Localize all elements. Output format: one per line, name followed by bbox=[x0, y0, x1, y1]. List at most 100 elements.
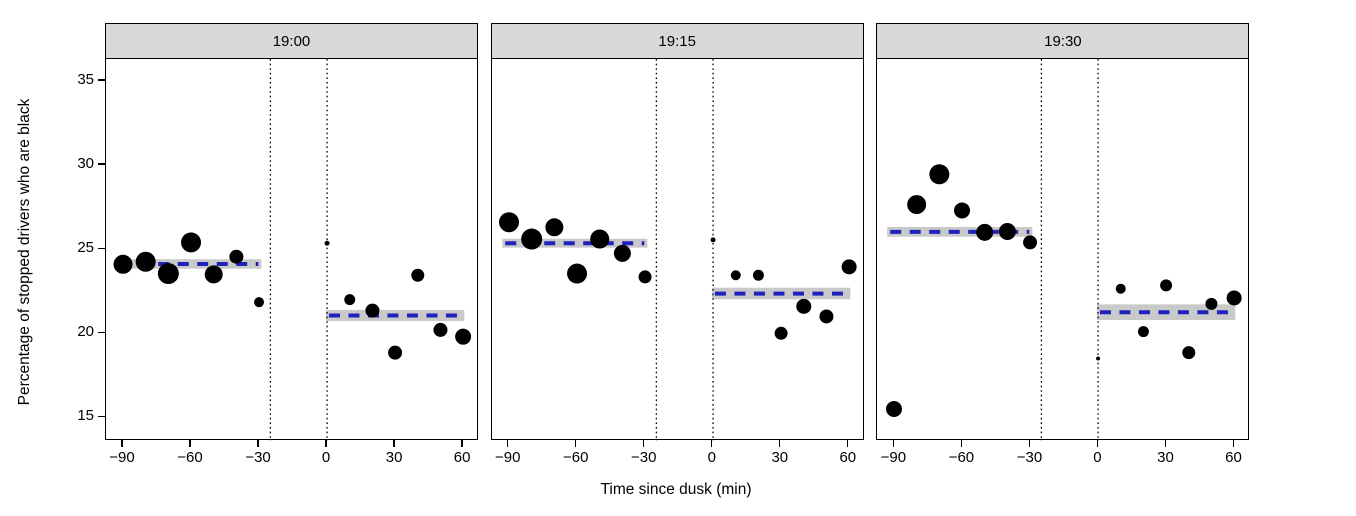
x-tick-mark bbox=[121, 440, 123, 447]
data-point bbox=[254, 297, 265, 308]
data-point bbox=[113, 254, 133, 274]
y-tick-label: 35 bbox=[77, 70, 94, 88]
x-tick-mark bbox=[960, 440, 963, 447]
data-point bbox=[976, 223, 994, 241]
x-tick-label: 0 bbox=[1093, 449, 1102, 466]
data-point bbox=[229, 249, 244, 264]
data-point bbox=[819, 309, 834, 324]
data-point bbox=[929, 164, 950, 185]
data-point bbox=[907, 195, 927, 215]
facet-strip: 19:00 bbox=[105, 23, 478, 58]
x-axis-title: Time since dusk (min) bbox=[600, 481, 752, 498]
data-point bbox=[1116, 283, 1127, 294]
x-tick-label: −60 bbox=[177, 449, 203, 466]
x-tick-mark bbox=[1164, 440, 1167, 447]
x-tick-label: −60 bbox=[948, 449, 975, 466]
y-tick-label: 25 bbox=[77, 239, 94, 257]
facet-plot-area bbox=[490, 58, 864, 441]
data-point bbox=[498, 212, 519, 233]
data-point bbox=[1205, 297, 1218, 310]
facet-strip: 19:30 bbox=[876, 23, 1250, 58]
x-tick-mark bbox=[892, 440, 895, 447]
y-tick-mark bbox=[98, 163, 105, 165]
x-tick-mark bbox=[393, 440, 395, 447]
x-tick-mark bbox=[189, 440, 191, 447]
data-point bbox=[613, 244, 631, 262]
facet-plot-canvas bbox=[886, 59, 1243, 441]
data-point bbox=[181, 232, 202, 253]
data-point bbox=[1023, 235, 1038, 250]
data-point bbox=[795, 298, 811, 314]
x-tick-mark bbox=[711, 440, 713, 447]
data-point bbox=[589, 229, 609, 249]
x-tick-mark bbox=[1028, 440, 1031, 447]
data-point bbox=[1096, 356, 1101, 361]
data-point bbox=[999, 222, 1017, 240]
x-tick-mark bbox=[575, 440, 577, 447]
x-tick-mark bbox=[461, 440, 463, 447]
data-point bbox=[1138, 326, 1150, 338]
data-point bbox=[324, 240, 330, 246]
facet-strip-label: 19:30 bbox=[1044, 32, 1082, 50]
data-point bbox=[841, 259, 857, 275]
data-point bbox=[520, 228, 542, 250]
ci-band-before-dusk bbox=[887, 226, 1033, 237]
data-point bbox=[1227, 290, 1243, 306]
x-tick-label: −90 bbox=[494, 449, 521, 466]
y-tick-label: 20 bbox=[77, 323, 94, 341]
y-tick-mark bbox=[98, 415, 105, 418]
x-tick-mark bbox=[325, 440, 327, 447]
facet-strip-label: 19:00 bbox=[272, 32, 311, 50]
x-tick-label: 30 bbox=[771, 449, 789, 466]
y-tick-mark bbox=[98, 331, 105, 333]
facet-plot-canvas bbox=[498, 59, 857, 441]
data-point bbox=[411, 268, 425, 282]
data-point bbox=[388, 345, 403, 360]
x-tick-label: 60 bbox=[453, 449, 471, 466]
ci-band-before-dusk bbox=[501, 238, 648, 248]
data-point bbox=[1160, 279, 1173, 292]
data-point bbox=[455, 328, 472, 345]
data-point bbox=[545, 218, 564, 237]
x-tick-mark bbox=[1096, 440, 1099, 447]
facet-plot-area bbox=[876, 58, 1250, 441]
x-tick-label: −30 bbox=[1016, 449, 1043, 466]
data-point bbox=[752, 269, 764, 281]
x-tick-label: 0 bbox=[707, 449, 716, 466]
data-point bbox=[204, 265, 223, 284]
data-point bbox=[1182, 346, 1196, 360]
x-tick-mark bbox=[257, 440, 259, 447]
x-tick-label: 0 bbox=[321, 449, 331, 466]
x-tick-label: 30 bbox=[385, 449, 403, 466]
x-tick-mark bbox=[507, 440, 509, 447]
data-point bbox=[954, 202, 971, 219]
x-tick-label: −30 bbox=[245, 449, 271, 466]
data-point bbox=[886, 401, 903, 418]
x-tick-label: −90 bbox=[880, 449, 907, 466]
y-tick-label: 15 bbox=[77, 407, 94, 425]
data-point bbox=[730, 270, 741, 281]
facet-strip: 19:15 bbox=[490, 23, 864, 58]
data-point bbox=[710, 237, 716, 243]
x-tick-mark bbox=[847, 440, 849, 447]
facet-plot-canvas bbox=[113, 59, 472, 441]
x-tick-label: −90 bbox=[109, 449, 135, 466]
y-tick-label: 30 bbox=[77, 155, 94, 173]
data-point bbox=[135, 251, 156, 272]
x-tick-label: 60 bbox=[1225, 449, 1242, 466]
data-point bbox=[566, 263, 587, 284]
data-point bbox=[433, 322, 448, 337]
y-axis-title: Percentage of stopped drivers who are bl… bbox=[16, 98, 33, 406]
ci-band-before-dusk bbox=[116, 259, 262, 269]
data-point bbox=[157, 263, 179, 285]
x-tick-label: 60 bbox=[839, 449, 857, 466]
data-point bbox=[365, 303, 380, 318]
data-point bbox=[344, 294, 356, 306]
y-tick-mark bbox=[98, 79, 105, 81]
x-tick-mark bbox=[643, 440, 645, 447]
facet-strip-label: 19:15 bbox=[658, 32, 696, 50]
x-tick-label: −60 bbox=[562, 449, 589, 466]
data-point bbox=[774, 326, 788, 340]
y-tick-mark bbox=[98, 247, 105, 249]
